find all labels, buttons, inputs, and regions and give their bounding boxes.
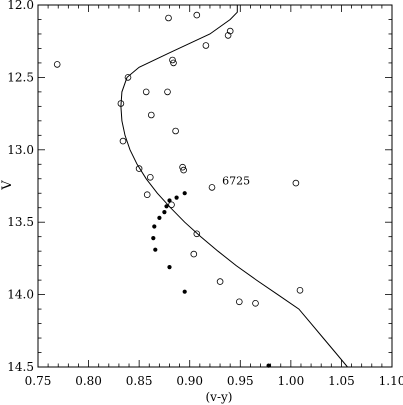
x-tick-label: 0.80 [75, 374, 102, 388]
open-data-point [124, 74, 132, 81]
open-data-point [208, 184, 216, 191]
y-tick-label: 13.5 [7, 215, 34, 229]
open-data-point [226, 27, 234, 35]
y-tick-label: 14.5 [7, 360, 34, 374]
open-data-point [142, 88, 150, 96]
x-tick-label: 1.10 [379, 374, 403, 388]
open-data-point [292, 179, 300, 187]
axis-ticks [37, 4, 393, 368]
y-axis-label: V [0, 180, 15, 191]
filled-data-point [167, 198, 172, 203]
open-data-point [236, 298, 243, 306]
filled-data-point [164, 204, 169, 209]
open-data-point [252, 299, 259, 307]
data-points-layer [53, 11, 304, 368]
y-tick-label: 12.5 [7, 70, 34, 84]
open-data-point [117, 100, 125, 107]
open-data-point [172, 127, 179, 135]
open-data-point [216, 278, 224, 285]
filled-data-point [157, 215, 162, 220]
open-data-point [53, 61, 61, 68]
open-data-point [143, 191, 151, 199]
x-tick-label: 0.75 [25, 374, 52, 388]
open-data-point [224, 32, 232, 39]
filled-data-point [174, 195, 179, 200]
open-data-point [180, 166, 187, 174]
y-tick-label: 14.0 [7, 288, 34, 302]
plot-border [37, 4, 393, 368]
open-data-point [135, 165, 143, 172]
open-data-point [193, 11, 201, 19]
filled-data-point [162, 210, 167, 215]
tick-labels: 0.75 0.80 0.85 0.90 0.95 1.00 1.05 1.10 12.0 12.5… [7, 0, 403, 388]
annotation-label: 6725 [222, 175, 250, 188]
open-data-point [168, 201, 175, 209]
x-tick-label: 0.95 [227, 374, 254, 388]
y-tick-label: 12.0 [7, 0, 34, 12]
open-data-point [119, 137, 127, 145]
open-data-point [147, 174, 154, 181]
open-data-point [148, 111, 155, 119]
open-data-point [170, 59, 177, 67]
filled-data-point [153, 247, 158, 252]
filled-data-point [182, 191, 187, 196]
x-tick-label: 1.05 [328, 374, 355, 388]
open-data-point [296, 286, 304, 294]
open-data-point [190, 250, 198, 258]
y-tick-label: 13.0 [7, 143, 34, 157]
open-data-point [202, 42, 210, 49]
open-data-point [169, 56, 176, 64]
filled-data-point [152, 224, 157, 229]
open-data-point [193, 230, 201, 238]
x-tick-label: 1.00 [277, 374, 304, 388]
filled-data-point [151, 236, 156, 241]
x-axis-label: (v-y) [206, 390, 233, 404]
isochrone-curve-layer [120, 5, 348, 367]
x-tick-label: 0.90 [176, 374, 203, 388]
isochrone-curve [120, 5, 348, 367]
open-data-point [164, 88, 171, 96]
x-tick-label: 0.85 [126, 374, 153, 388]
open-data-point [179, 163, 186, 171]
filled-data-point [167, 265, 172, 270]
filled-data-point [182, 289, 187, 294]
open-data-point [165, 14, 172, 22]
plot-frame [37, 4, 393, 368]
